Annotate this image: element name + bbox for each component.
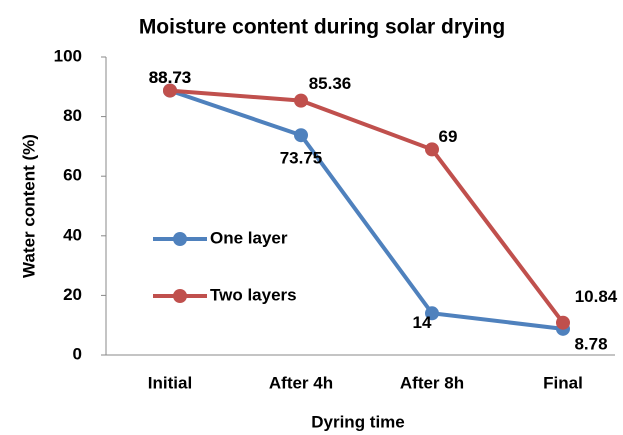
legend-marker bbox=[173, 289, 187, 303]
legend-label: One layer bbox=[210, 228, 288, 247]
y-tick-label: 20 bbox=[63, 285, 82, 304]
data-label: 69 bbox=[439, 127, 458, 146]
y-tick-label: 0 bbox=[73, 344, 82, 363]
chart-title: Moisture content during solar drying bbox=[139, 16, 505, 39]
x-tick-label: Final bbox=[543, 373, 583, 392]
point bbox=[556, 315, 570, 330]
data-label: 88.73 bbox=[149, 68, 192, 87]
point bbox=[425, 142, 439, 157]
x-tick-label: Initial bbox=[148, 373, 192, 392]
data-label: 88.73 bbox=[149, 68, 192, 87]
data-label: 8.78 bbox=[574, 334, 607, 353]
y-tick-label: 60 bbox=[63, 166, 82, 185]
series-line bbox=[169, 88, 564, 331]
x-tick-label: After 8h bbox=[400, 373, 464, 392]
y-tick-label: 100 bbox=[54, 46, 82, 65]
point bbox=[294, 93, 308, 108]
y-tick-label: 80 bbox=[63, 106, 82, 125]
data-label: 73.75 bbox=[280, 149, 323, 168]
point bbox=[294, 128, 308, 143]
series-line bbox=[169, 88, 565, 324]
data-label: 10.84 bbox=[575, 287, 618, 306]
point bbox=[163, 83, 177, 98]
legend-marker bbox=[173, 232, 187, 246]
x-axis-title: Dyring time bbox=[311, 412, 405, 431]
data-label: 14 bbox=[413, 313, 432, 332]
y-axis-title: Water content (%) bbox=[19, 134, 38, 278]
y-tick-label: 40 bbox=[63, 225, 82, 244]
data-label: 85.36 bbox=[309, 74, 352, 93]
point bbox=[425, 306, 439, 321]
legend-label: Two layers bbox=[210, 285, 297, 304]
x-tick-label: After 4h bbox=[269, 373, 333, 392]
